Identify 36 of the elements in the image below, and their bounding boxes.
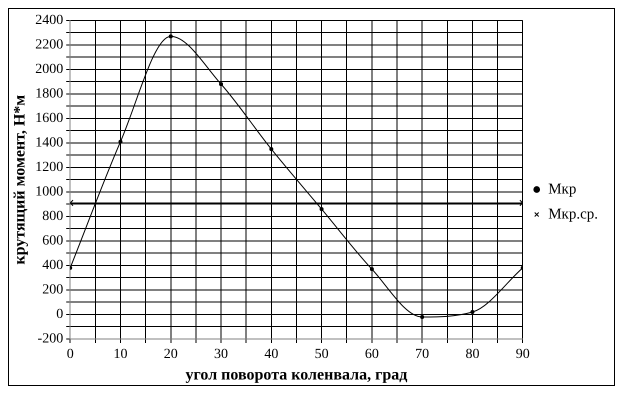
x-tick-label: 40 xyxy=(264,347,278,362)
x-tick-label: 10 xyxy=(113,347,128,362)
x-axis-title: угол поворота коленвала, град xyxy=(186,366,408,384)
point xyxy=(269,147,274,152)
point xyxy=(219,82,224,86)
x-tick-label: 80 xyxy=(465,347,480,362)
x-tick-label: 70 xyxy=(415,347,430,362)
y-tick-label: 2400 xyxy=(35,13,64,28)
x-tick-label: 30 xyxy=(214,347,228,362)
y-tick-label: 1000 xyxy=(35,184,64,200)
y-tick-label: 200 xyxy=(42,282,64,298)
y-tick-label: 1400 xyxy=(35,136,64,151)
point xyxy=(320,207,324,212)
y-tick-label: 600 xyxy=(42,234,64,249)
y-tick-label: 1200 xyxy=(35,160,64,176)
y-tick-label: 2000 xyxy=(35,62,64,78)
y-tick-label: -200 xyxy=(38,332,64,347)
y-tick-label: 2200 xyxy=(35,38,64,53)
y-tick-label: 0 xyxy=(56,307,64,322)
point xyxy=(168,34,173,38)
x-tick-label: 20 xyxy=(164,347,178,362)
legend-label: Мкр xyxy=(548,181,576,198)
point xyxy=(470,310,474,314)
legend-label: Мкр.ср. xyxy=(548,206,598,222)
x-tick-label: 50 xyxy=(314,347,329,362)
x-tick-label: 90 xyxy=(516,347,530,362)
y-axis-title: крутящий момент, Н*м xyxy=(12,94,29,265)
point xyxy=(118,140,122,144)
y-tick-label: 400 xyxy=(42,258,64,274)
x-tick-label: 60 xyxy=(364,347,379,362)
y-tick-label: 1800 xyxy=(35,86,64,102)
y-tick-label: 800 xyxy=(42,209,64,224)
x-tick-label: 0 xyxy=(66,347,74,362)
y-tick-label: 1600 xyxy=(35,111,64,126)
point xyxy=(370,267,374,272)
point xyxy=(420,314,424,319)
